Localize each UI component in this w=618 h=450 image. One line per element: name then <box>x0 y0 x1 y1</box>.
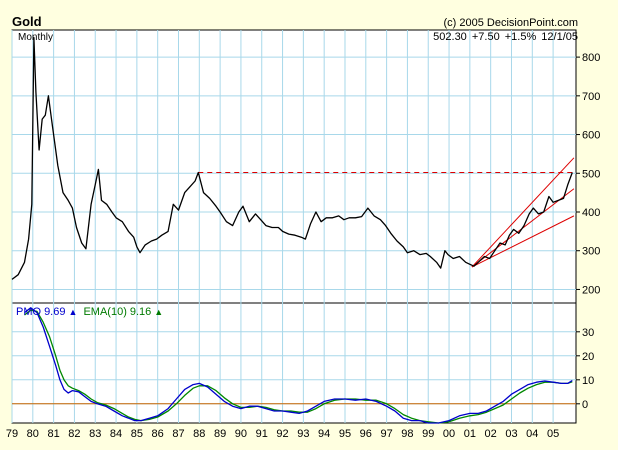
x-tick-label: 92 <box>276 428 288 440</box>
y-tick-label: 500 <box>582 168 600 180</box>
x-tick-label: 86 <box>152 428 164 440</box>
x-tick-label: 99 <box>422 428 434 440</box>
x-tick-label: 00 <box>443 428 455 440</box>
x-tick-label: 91 <box>256 428 268 440</box>
arrow-up-icon: ▲ <box>68 307 78 317</box>
x-tick-label: 98 <box>401 428 413 440</box>
pmo-y-tick-label: 30 <box>582 327 594 339</box>
x-tick-label: 95 <box>339 428 351 440</box>
price-quote: 502.30 +7.50 +1.5% 12/1/05 <box>433 31 578 43</box>
pmo-line <box>24 307 573 424</box>
pmo-y-tick-label: 10 <box>582 375 594 387</box>
legend-ema-value: 9.16 <box>129 306 152 318</box>
x-tick-label: 90 <box>235 428 247 440</box>
legend-pmo-name: PMO <box>16 306 42 318</box>
pmo-y-tick-label: 0 <box>582 399 588 411</box>
x-tick-label: 94 <box>318 428 330 440</box>
pmo-y-tick-label: 20 <box>582 351 594 363</box>
x-tick-label: 02 <box>485 428 497 440</box>
x-tick-label: 89 <box>214 428 226 440</box>
x-tick-label: 82 <box>68 428 80 440</box>
copyright-credit: (c) 2005 DecisionPoint.com <box>443 17 578 29</box>
pmo-panel <box>11 302 577 424</box>
x-tick-label: 96 <box>360 428 372 440</box>
y-tick-label: 300 <box>582 246 600 258</box>
x-tick-label: 85 <box>131 428 143 440</box>
x-tick-label: 05 <box>547 428 559 440</box>
x-tick-label: 01 <box>464 428 476 440</box>
x-tick-label: 97 <box>380 428 392 440</box>
trendline <box>471 157 575 268</box>
x-tick-label: 87 <box>172 428 184 440</box>
x-tick-label: 81 <box>47 428 59 440</box>
y-tick-label: 400 <box>582 207 600 219</box>
y-tick-label: 200 <box>582 284 600 296</box>
x-tick-label: 83 <box>89 428 101 440</box>
chart-title: Gold <box>12 14 42 29</box>
legend-ema-name: EMA(10) <box>83 306 127 318</box>
ema-line <box>24 309 573 424</box>
legend-pmo-value: 9.69 <box>44 306 66 318</box>
x-tick-label: 79 <box>6 428 18 440</box>
pmo-legend: PMO 9.69 ▲ EMA(10) 9.16 ▲ <box>16 306 166 318</box>
x-tick-label: 88 <box>193 428 205 440</box>
x-tick-label: 04 <box>526 428 538 440</box>
price-panel <box>11 29 577 304</box>
y-tick-label: 800 <box>582 52 600 64</box>
x-tick-label: 03 <box>505 428 517 440</box>
series-layer <box>11 37 573 424</box>
y-tick-label: 700 <box>582 91 600 103</box>
x-tick-label: 84 <box>110 428 122 440</box>
axis-layer: 79 80 81 82 83 84 85 86 87 88 89 90 91 92 93 94 95 96 97 98… <box>6 52 600 440</box>
gold-price-line <box>11 37 573 280</box>
arrow-up-icon: ▲ <box>154 307 164 317</box>
x-tick-label: 80 <box>27 428 39 440</box>
y-tick-label: 600 <box>582 130 600 142</box>
x-tick-label: 93 <box>297 428 309 440</box>
chart-frequency: Monthly <box>18 32 54 43</box>
